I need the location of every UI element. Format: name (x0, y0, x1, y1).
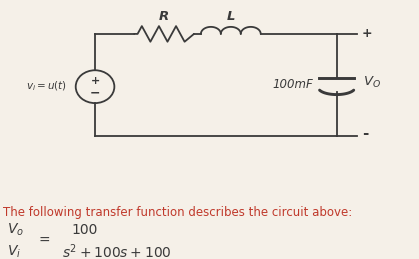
Text: The following transfer function describes the circuit above:: The following transfer function describe… (3, 206, 352, 219)
Text: $s^2 + 100s + 100$: $s^2 + 100s + 100$ (62, 243, 172, 259)
Text: −: − (90, 87, 100, 99)
Text: $V_i$: $V_i$ (7, 244, 21, 259)
Text: $v_i{=}u(t)$: $v_i{=}u(t)$ (26, 80, 67, 93)
Text: +: + (362, 27, 372, 40)
Text: 100mF: 100mF (273, 78, 314, 91)
Text: -: - (362, 126, 368, 141)
Text: $V_o$: $V_o$ (7, 222, 24, 238)
Text: R: R (159, 10, 169, 23)
Text: 100: 100 (72, 223, 98, 237)
Text: +: + (91, 76, 100, 86)
Text: $V_O$: $V_O$ (363, 75, 381, 90)
Text: =: = (39, 234, 51, 248)
Text: L: L (227, 10, 235, 23)
